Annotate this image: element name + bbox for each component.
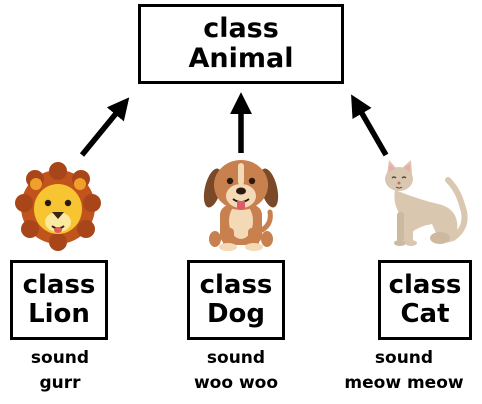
- cat-sound-caption: sound meow meow: [326, 346, 482, 395]
- class-keyword: class: [199, 269, 273, 300]
- class-animal-box: class Animal: [138, 4, 344, 84]
- class-name-animal: Animal: [188, 43, 294, 74]
- dog-icon: [203, 160, 279, 251]
- arrow-cat-to-animal: [351, 94, 389, 157]
- class-name-cat: Cat: [400, 299, 450, 329]
- cat-icon: [385, 160, 468, 246]
- class-dog-box: class Dog: [187, 260, 285, 340]
- class-keyword: class: [388, 269, 462, 300]
- class-cat-box: class Cat: [378, 260, 472, 340]
- lion-sound-caption: sound gurr: [0, 346, 120, 395]
- class-name-dog: Dog: [206, 299, 266, 329]
- sound-value: gurr: [39, 372, 81, 393]
- sound-value: meow meow: [344, 372, 464, 393]
- sound-value: woo woo: [193, 372, 279, 393]
- sound-label: sound: [206, 348, 266, 368]
- sound-label: sound: [374, 348, 434, 368]
- lion-icon: [15, 162, 101, 251]
- dog-sound-caption: sound woo woo: [166, 346, 306, 395]
- sound-label: sound: [30, 348, 90, 368]
- class-name-lion: Lion: [28, 299, 90, 329]
- class-keyword: class: [22, 269, 96, 300]
- class-keyword: class: [203, 12, 279, 44]
- arrow-lion-to-animal: [79, 97, 130, 157]
- class-lion-box: class Lion: [10, 260, 108, 340]
